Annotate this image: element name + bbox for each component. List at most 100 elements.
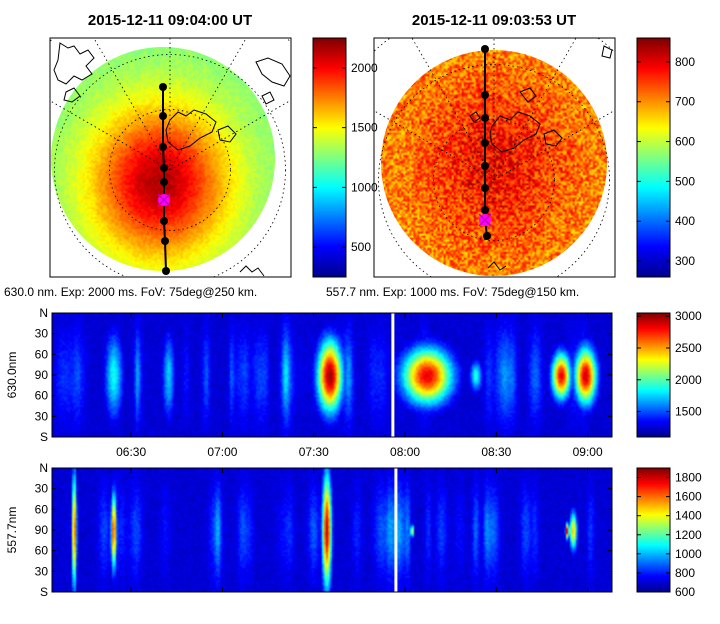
colorbar-tick-label: 500 bbox=[351, 240, 371, 254]
cross-marker-stroke bbox=[157, 193, 171, 207]
track-point bbox=[481, 45, 489, 53]
allsky-panel-630: 2015-12-11 09:04:00 UT 630.0 nm. Exp: 20… bbox=[4, 12, 378, 299]
track-point bbox=[160, 164, 168, 172]
keogram-ytick-label: 30 bbox=[35, 482, 49, 496]
colorbar-tick-label: 800 bbox=[675, 55, 695, 69]
keogram-image-630 bbox=[52, 313, 612, 437]
colorbar-tick-label: 700 bbox=[675, 95, 695, 109]
keogram-xtick-label: 09:00 bbox=[573, 445, 603, 459]
track-point bbox=[160, 178, 168, 186]
allsky-caption-5577: 557.7 nm. Exp: 1000 ms. FoV: 75deg@150 k… bbox=[326, 285, 579, 299]
grid-meridian bbox=[493, 109, 615, 181]
keogram-ytick-label: 60 bbox=[35, 389, 49, 403]
colorbar-5577-keogram: 600 800 1000 1200 1400 1600 1800 bbox=[636, 467, 702, 599]
colorbar-tick-label: 3000 bbox=[675, 309, 702, 323]
allsky-frame-5577 bbox=[373, 37, 616, 278]
track-point bbox=[160, 217, 168, 225]
keogram-ytick-label: S bbox=[40, 585, 48, 599]
track-point bbox=[481, 91, 489, 99]
colorbar-tick-label: 2000 bbox=[351, 61, 378, 75]
satellite-track-630 bbox=[157, 83, 171, 275]
grid-latitude bbox=[54, 54, 286, 277]
grid-latitude bbox=[109, 109, 231, 231]
keogram-ytick-label: 90 bbox=[35, 368, 49, 382]
track-point bbox=[481, 206, 489, 214]
track-point bbox=[161, 237, 169, 245]
colorbar-tick-label: 300 bbox=[675, 254, 695, 268]
colorbar-tick-label: 500 bbox=[675, 174, 695, 188]
grid-meridian bbox=[169, 38, 247, 171]
grid-meridian bbox=[411, 38, 495, 181]
track-point bbox=[481, 162, 489, 170]
colorbar-image bbox=[637, 468, 670, 592]
grid-meridian bbox=[374, 110, 495, 181]
keogram-ylabel-630: 630.0nm bbox=[5, 352, 19, 399]
track-point bbox=[481, 184, 489, 192]
colorbar-tick-label: 2500 bbox=[675, 341, 702, 355]
colorbar-image bbox=[313, 38, 346, 277]
colorbar-tick-label: 1000 bbox=[675, 547, 702, 561]
colorbar-image bbox=[637, 38, 670, 277]
keogram-ylabel-5577: 557.7nm bbox=[5, 507, 19, 554]
colorbar-tick-label: 2000 bbox=[675, 373, 702, 387]
satellite-track-5577 bbox=[478, 45, 492, 240]
allsky-title-630: 2015-12-11 09:04:00 UT bbox=[88, 12, 252, 29]
keogram-ytick-label: N bbox=[39, 306, 48, 320]
colorbar-tick-label: 1500 bbox=[351, 121, 378, 135]
colorbar-tick-label: 1200 bbox=[675, 528, 702, 542]
keogram-xtick-label: 07:00 bbox=[207, 445, 237, 459]
colorbar-tick-label: 1500 bbox=[675, 405, 702, 419]
colorbar-630-allsky: 500 1000 1500 2000 bbox=[312, 37, 378, 278]
track-point bbox=[481, 139, 489, 147]
keogram-ytick-label: 90 bbox=[35, 523, 49, 537]
allsky-image-5577 bbox=[381, 50, 607, 276]
keogram-gap-630 bbox=[391, 313, 395, 437]
track-point bbox=[159, 83, 167, 91]
coastline-5577 bbox=[469, 45, 613, 271]
keogram-ytick-label: 30 bbox=[35, 564, 49, 578]
allsky-frame-630 bbox=[49, 37, 292, 278]
keogram-image-5577 bbox=[52, 468, 612, 592]
colorbar-tick-label: 800 bbox=[675, 566, 695, 580]
keogram-ytick-label: 30 bbox=[35, 409, 49, 423]
track-point bbox=[159, 143, 167, 151]
colorbar-630-keogram: 1500 2000 2500 3000 bbox=[636, 309, 702, 438]
colorbar-tick-label: 600 bbox=[675, 135, 695, 149]
grid-meridian bbox=[93, 38, 171, 171]
colorbar-tick-label: 1000 bbox=[351, 180, 378, 194]
colorbar-tick-label: 400 bbox=[675, 214, 695, 228]
keogram-gap-5577 bbox=[394, 468, 398, 592]
cross-marker-stroke bbox=[478, 213, 492, 227]
track-point bbox=[162, 267, 170, 275]
coastline-630 bbox=[53, 42, 291, 277]
keogram-ytick-label: 60 bbox=[35, 544, 49, 558]
allsky-panel-5577: 2015-12-11 09:03:53 UT 557.7 nm. Exp: 10… bbox=[326, 12, 695, 299]
keogram-xtick-label: 08:30 bbox=[481, 445, 511, 459]
track-point bbox=[159, 112, 167, 120]
colorbar-tick-label: 1800 bbox=[675, 471, 702, 485]
colorbar-tick-label: 1600 bbox=[675, 490, 702, 504]
keogram-xtick-label: 08:00 bbox=[390, 445, 420, 459]
grid-latitude bbox=[433, 119, 555, 241]
grid-latitude bbox=[378, 64, 610, 277]
track-point bbox=[483, 232, 491, 240]
keogram-ytick-label: S bbox=[40, 430, 48, 444]
colorbar-tick-label: 600 bbox=[675, 585, 695, 599]
keogram-panel-5577: N 30 60 90 60 30 S 557.7nm 600 800 1000 1200 1400 1… bbox=[5, 461, 702, 599]
allsky-grid-630 bbox=[50, 38, 291, 277]
allsky-title-5577: 2015-12-11 09:03:53 UT bbox=[412, 12, 576, 29]
grid-meridian bbox=[169, 99, 291, 171]
keogram-ytick-label: 60 bbox=[35, 347, 49, 361]
grid-meridian bbox=[50, 100, 171, 171]
colorbar-image bbox=[637, 313, 670, 437]
keogram-ytick-label: 30 bbox=[35, 327, 49, 341]
track-point bbox=[481, 114, 489, 122]
colorbar-5577-allsky: 300 400 500 600 700 800 bbox=[636, 37, 695, 278]
keogram-ytick-label: N bbox=[39, 461, 48, 475]
keogram-xtick-label: 07:30 bbox=[299, 445, 329, 459]
keogram-ytick-label: 60 bbox=[35, 502, 49, 516]
keogram-xtick-label: 06:30 bbox=[116, 445, 146, 459]
keogram-panel-630: N 30 60 90 60 30 S 06:30 07:00 07:30 08:00 08:30 09:… bbox=[5, 306, 702, 459]
allsky-caption-630: 630.0 nm. Exp: 2000 ms. FoV: 75deg@250 k… bbox=[4, 285, 257, 299]
